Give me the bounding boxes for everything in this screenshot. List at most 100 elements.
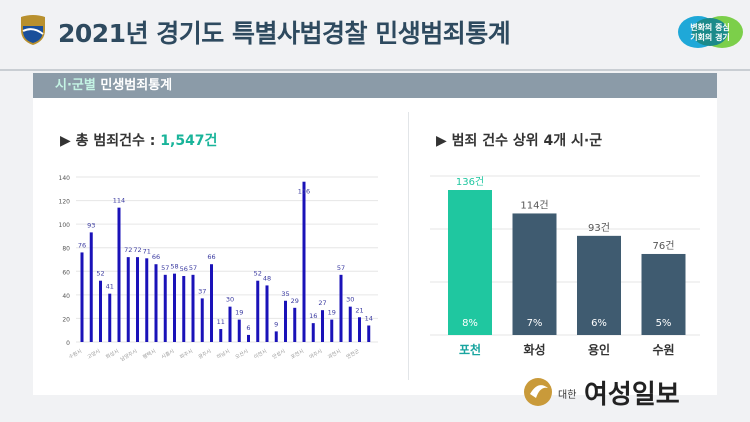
top-city-bar	[641, 253, 686, 335]
value-label: 93건	[588, 222, 610, 234]
bar	[358, 317, 361, 342]
data-label: 58	[170, 263, 178, 271]
bar	[145, 258, 149, 342]
top-city-bar	[577, 235, 621, 335]
data-label: 16	[309, 312, 317, 320]
bar	[219, 329, 223, 342]
city-label: 용인	[588, 342, 610, 357]
bar	[136, 257, 139, 342]
bar	[89, 232, 93, 342]
data-label: 136	[298, 188, 310, 196]
data-label: 52	[254, 270, 262, 278]
data-label: 57	[337, 264, 345, 272]
bar	[99, 280, 102, 342]
bar	[237, 319, 241, 342]
bar	[330, 319, 334, 342]
data-label: 66	[152, 253, 160, 261]
panel-divider	[408, 112, 409, 380]
section-title: 민생범죄통계	[95, 78, 173, 93]
bar	[228, 306, 232, 342]
data-label: 72	[133, 246, 141, 254]
bar	[293, 307, 297, 342]
data-label: 57	[161, 264, 169, 272]
bar	[80, 252, 84, 342]
bar	[348, 306, 352, 342]
top-city-bar	[448, 190, 492, 335]
data-label: 19	[328, 309, 336, 317]
data-label: 9	[274, 320, 278, 328]
data-label: 30	[346, 296, 354, 304]
svg-text:대한: 대한	[558, 389, 576, 401]
bar	[367, 325, 371, 342]
city-label: 수원	[652, 343, 674, 357]
y-tick-label: 100	[59, 222, 71, 229]
data-label: 48	[263, 274, 271, 282]
total-value: 1,547건	[160, 133, 218, 149]
data-label: 72	[124, 246, 132, 254]
data-label: 41	[106, 283, 114, 291]
x-tick-label: 여주시	[308, 348, 323, 361]
bar	[274, 331, 278, 342]
y-tick-label: 20	[62, 316, 70, 323]
x-tick-label: 오산시	[234, 348, 249, 361]
x-tick-label: 하남시	[216, 348, 231, 361]
page-title: 2021년 경기도 특별사법경찰 민생범죄통계	[58, 19, 511, 48]
top4-heading: ▶ 범죄 건수 상위 4개 시·군	[436, 133, 603, 149]
y-tick-label: 80	[62, 246, 70, 253]
section-header: 시·군별 민생범죄통계	[33, 73, 717, 98]
y-tick-label: 120	[59, 199, 71, 206]
data-label: 30	[226, 296, 234, 304]
x-tick-label: 파주시	[179, 348, 194, 361]
data-label: 76	[78, 241, 86, 249]
data-label: 57	[189, 264, 197, 272]
data-label: 35	[281, 290, 289, 298]
percent-label: 6%	[591, 318, 607, 329]
bar	[117, 207, 121, 342]
header-divider	[0, 69, 750, 71]
top-city-bar	[512, 213, 557, 335]
bar	[284, 300, 287, 342]
bar	[321, 310, 324, 342]
city-label: 포천	[459, 342, 481, 357]
bar	[302, 181, 306, 342]
section-highlight: 시·군별	[55, 78, 96, 93]
bar	[247, 334, 250, 342]
y-tick-label: 0	[66, 340, 70, 347]
data-label: 11	[217, 318, 225, 326]
data-label: 27	[318, 299, 326, 307]
data-label: 56	[180, 265, 188, 273]
bar	[210, 264, 213, 342]
svg-text:기회의 경기: 기회의 경기	[690, 32, 730, 42]
x-tick-label: 평택시	[142, 348, 157, 361]
x-tick-label: 고양시	[86, 348, 101, 361]
data-label: 19	[235, 309, 243, 317]
data-label: 114	[113, 197, 125, 205]
police-emblem-logo	[21, 15, 45, 45]
percent-label: 7%	[527, 318, 543, 329]
data-label: 14	[365, 315, 373, 323]
data-label: 21	[355, 306, 363, 314]
x-tick-label: 연천군	[345, 347, 361, 360]
x-tick-label: 광주시	[197, 348, 212, 361]
x-tick-label: 시흥시	[160, 348, 175, 361]
data-label: 93	[87, 221, 95, 229]
data-label: 29	[291, 297, 299, 305]
value-label: 136건	[456, 176, 484, 188]
data-label: 6	[246, 324, 250, 332]
city-label: 화성	[523, 342, 545, 357]
data-label: 37	[198, 287, 206, 295]
svg-text:변화의 중심: 변화의 중심	[690, 22, 730, 32]
y-tick-label: 140	[59, 175, 71, 182]
brand-logo: 대한 여성일보	[524, 378, 680, 410]
bar	[200, 298, 204, 342]
x-tick-label: 포천시	[290, 348, 305, 361]
data-label: 66	[207, 253, 215, 261]
x-tick-label: 남양주시	[119, 348, 138, 363]
y-tick-label: 40	[62, 293, 70, 300]
bar	[182, 276, 186, 342]
bar	[311, 323, 315, 342]
bar	[163, 274, 167, 342]
bar	[265, 285, 269, 342]
bar	[191, 274, 195, 342]
